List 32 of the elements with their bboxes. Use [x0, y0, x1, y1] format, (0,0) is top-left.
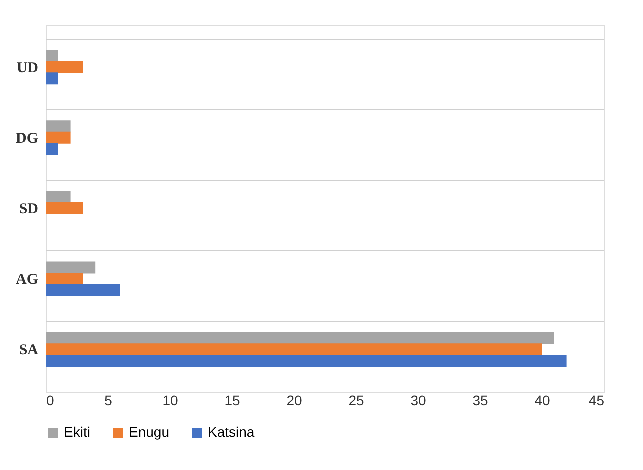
- bar: [46, 132, 71, 144]
- bar: [46, 191, 71, 204]
- x-tick-label: 30: [410, 392, 426, 408]
- bar: [46, 284, 120, 296]
- bar: [46, 202, 84, 214]
- y-tick-label: SA: [19, 342, 39, 359]
- y-tick-label: AG: [16, 272, 39, 288]
- bar: [46, 332, 554, 344]
- bar: [46, 72, 58, 85]
- x-tick-label: 20: [286, 392, 302, 408]
- x-tick-label: 35: [472, 392, 488, 408]
- bar: [46, 354, 567, 367]
- bar: [46, 120, 71, 133]
- x-tick-label: 0: [46, 392, 54, 408]
- y-tick-label: SD: [19, 202, 39, 218]
- x-tick-label: 5: [104, 392, 113, 408]
- x-tick-label: 40: [534, 392, 550, 408]
- x-tick-label: 25: [348, 392, 364, 408]
- y-tick-label: UD: [16, 60, 39, 76]
- x-tick-label: 10: [162, 392, 178, 408]
- legend-label: Ekiti: [64, 424, 90, 440]
- bar: [46, 50, 58, 62]
- bar: [46, 61, 84, 74]
- bar: [46, 143, 58, 156]
- bar: [46, 344, 542, 356]
- bar: [46, 262, 96, 274]
- legend-label: Katsina: [208, 424, 255, 440]
- x-tick-label: 15: [224, 392, 240, 408]
- legend-label: Enugu: [129, 424, 170, 440]
- x-tick-label: 45: [588, 392, 605, 408]
- y-tick-label: DG: [16, 130, 39, 147]
- bar: [46, 273, 84, 286]
